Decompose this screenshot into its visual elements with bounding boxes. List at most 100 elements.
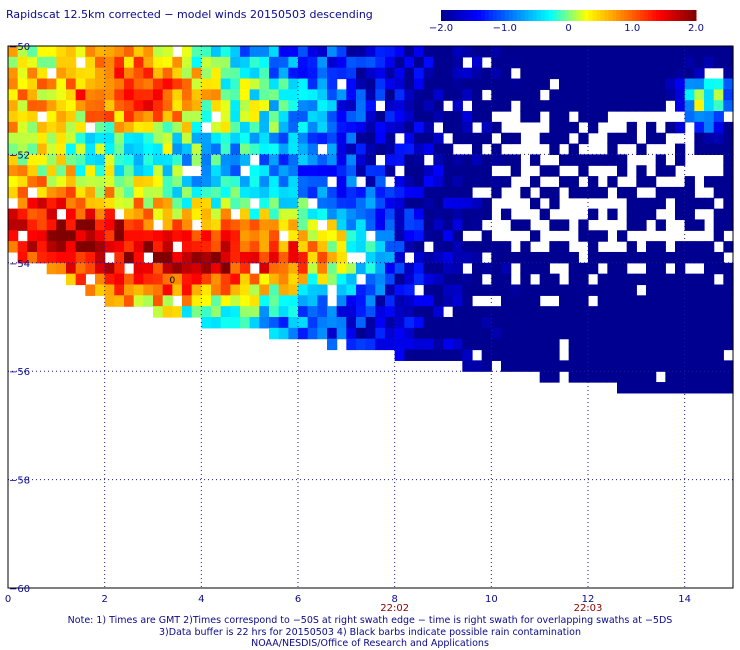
heatmap-cell: [95, 132, 106, 145]
heatmap-cell: [423, 56, 434, 69]
heatmap-cell: [317, 78, 328, 90]
colorbar-segment: [556, 10, 562, 21]
heatmap-cell: [317, 306, 328, 318]
heatmap-cell: [559, 317, 570, 329]
heatmap-cell: [684, 371, 695, 383]
heatmap-cell: [597, 317, 608, 329]
heatmap-cell: [694, 241, 705, 253]
heatmap-cell: [124, 230, 135, 242]
heatmap-cell: [675, 100, 686, 112]
heatmap-cell: [124, 78, 135, 90]
heatmap-cell: [423, 165, 434, 177]
heatmap-cell: [114, 111, 125, 123]
heatmap-cell: [327, 46, 338, 58]
heatmap-cell: [56, 262, 67, 275]
heatmap-cell: [617, 382, 628, 394]
heatmap-cell: [559, 251, 570, 264]
heatmap-cell: [568, 273, 579, 286]
heatmap-cell: [27, 143, 38, 155]
heatmap-cell: [327, 132, 338, 145]
heatmap-cell: [336, 100, 347, 112]
heatmap-cell: [481, 284, 492, 296]
heatmap-cell: [211, 219, 222, 231]
heatmap-cell: [27, 251, 38, 264]
x-tick-label: 2: [101, 594, 107, 605]
heatmap-cell: [124, 186, 135, 199]
heatmap-cell: [85, 284, 96, 296]
colorbar-segment: [552, 10, 558, 21]
heatmap-cell: [307, 251, 318, 264]
heatmap-cell: [433, 154, 444, 166]
heatmap-cell: [520, 78, 531, 90]
heatmap-cell: [104, 197, 115, 210]
heatmap-cell: [201, 56, 212, 69]
heatmap-cell: [230, 273, 241, 286]
heatmap-cell: [85, 143, 96, 155]
heatmap-cell: [85, 219, 96, 231]
heatmap-cell: [462, 132, 473, 145]
heatmap-cell: [568, 371, 579, 383]
heatmap-cell: [143, 67, 154, 80]
heatmap-cell: [346, 273, 357, 286]
heatmap-cell: [655, 197, 666, 210]
heatmap-cell: [646, 382, 657, 394]
heatmap-cell: [104, 295, 115, 307]
colorbar-segment: [524, 10, 530, 21]
heatmap-cell: [539, 132, 550, 145]
heatmap-cell: [298, 219, 309, 231]
heatmap-cell: [549, 121, 560, 134]
heatmap-cell: [414, 349, 425, 361]
heatmap-cell: [259, 273, 270, 286]
heatmap-cell: [385, 186, 396, 199]
heatmap-cell: [269, 251, 280, 264]
heatmap-cell: [143, 132, 154, 145]
heatmap-cell: [597, 251, 608, 264]
heatmap-cell: [723, 295, 734, 307]
heatmap-cell: [588, 121, 599, 134]
heatmap-cell: [201, 89, 212, 101]
heatmap-cell: [249, 165, 260, 177]
heatmap-cell: [646, 284, 657, 296]
heatmap-cell: [191, 100, 202, 112]
heatmap-cell: [588, 56, 599, 69]
heatmap-cell: [172, 219, 183, 231]
heatmap-cell: [704, 338, 715, 351]
colorbar-segment: [504, 10, 510, 21]
heatmap-cell: [655, 349, 666, 361]
heatmap-cell: [655, 338, 666, 351]
heatmap-cell: [307, 273, 318, 286]
heatmap-cell: [114, 230, 125, 242]
heatmap-cell: [626, 186, 637, 199]
heatmap-cell: [46, 78, 57, 90]
heatmap-cell: [317, 46, 328, 58]
heatmap-cell: [578, 89, 589, 101]
heatmap-cell: [182, 132, 193, 145]
heatmap-cell: [394, 306, 405, 318]
heatmap-cell: [124, 241, 135, 253]
heatmap-cell: [133, 230, 144, 242]
heatmap-cell: [481, 111, 492, 123]
heatmap-cell: [317, 262, 328, 275]
heatmap-cell: [240, 186, 251, 199]
heatmap-cell: [288, 317, 299, 329]
heatmap-cell: [346, 143, 357, 155]
heatmap-cell: [723, 306, 734, 318]
heatmap-cell: [626, 67, 637, 80]
heatmap-cell: [452, 89, 463, 101]
heatmap-cell: [704, 251, 715, 264]
heatmap-cell: [317, 89, 328, 101]
heatmap-cell: [66, 165, 77, 177]
heatmap-cell: [172, 89, 183, 101]
heatmap-cell: [172, 273, 183, 286]
heatmap-cell: [124, 219, 135, 231]
heatmap-cell: [481, 165, 492, 177]
heatmap-cell: [249, 273, 260, 286]
heatmap-cell: [143, 121, 154, 134]
heatmap-cell: [626, 132, 637, 145]
heatmap-cell: [153, 230, 164, 242]
heatmap-cell: [307, 208, 318, 221]
heatmap-cell: [549, 273, 560, 286]
heatmap-cell: [27, 208, 38, 221]
heatmap-cell: [510, 78, 521, 90]
colorbar-segment: [472, 10, 478, 21]
